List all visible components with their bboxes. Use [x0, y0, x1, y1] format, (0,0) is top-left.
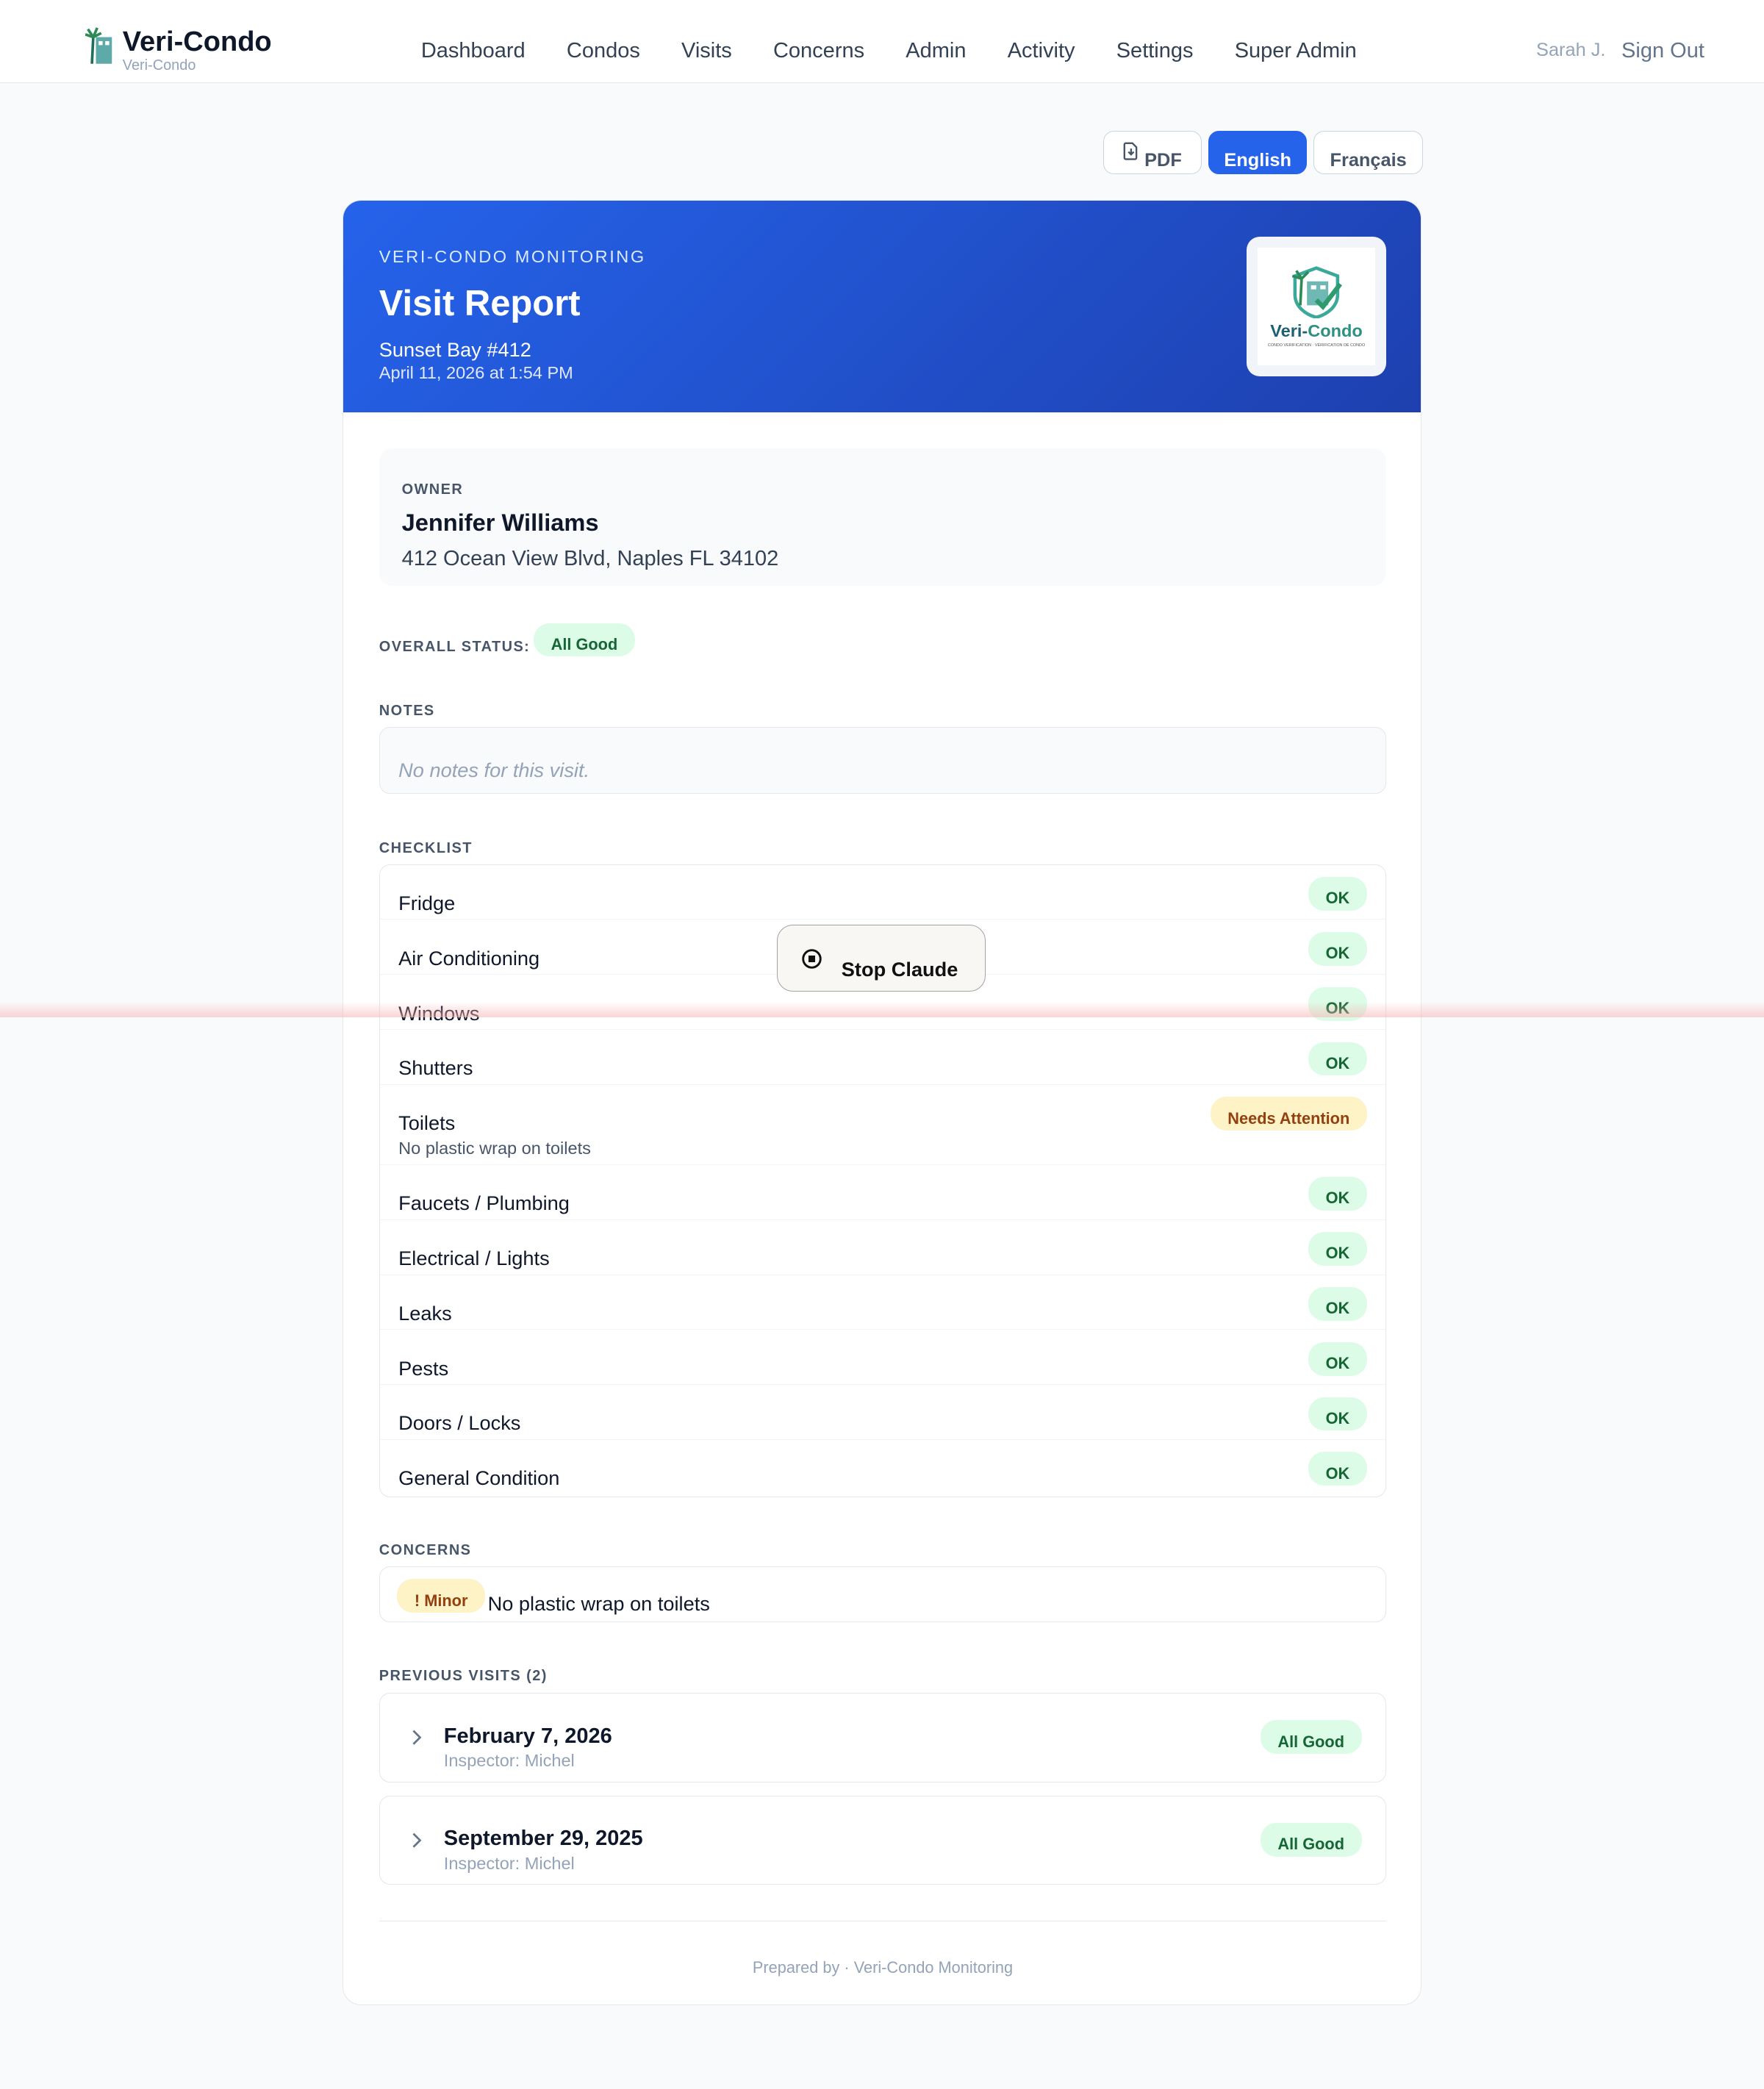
stop-icon [802, 949, 822, 969]
overall-status-label: OVERALL STATUS: [379, 639, 531, 656]
checklist-status-badge: OK [1308, 1341, 1367, 1376]
logo-tagline: CONDO VERIFICATION · VÉRIFICATION DE CON… [1267, 343, 1366, 348]
checklist-item: Fridge OK [379, 865, 1386, 920]
checklist-item: Shutters OK [379, 1030, 1386, 1086]
top-navbar: Veri-Condo Veri-Condo Dashboard Condos V… [0, 0, 1764, 84]
overall-status-badge: All Good [534, 623, 635, 657]
report-footer: Prepared by · Veri-Condo Monitoring [752, 1957, 1014, 1977]
visit-date: February 7, 2026 [443, 1724, 612, 1748]
brand[interactable]: Veri-Condo Veri-Condo [85, 26, 272, 74]
notes-text: No notes for this visit. [398, 758, 590, 781]
report-header: VERI-CONDO MONITORING Visit Report Sunse… [343, 200, 1421, 413]
checklist-status-badge: OK [1308, 1231, 1367, 1266]
chevron-right-icon[interactable] [409, 1728, 423, 1746]
nav-settings[interactable]: Settings [1116, 38, 1194, 62]
visit-date: September 29, 2025 [443, 1827, 643, 1851]
checklist-status-badge: OK [1308, 1397, 1367, 1431]
nav-condos[interactable]: Condos [566, 38, 640, 62]
checklist-status-badge: OK [1308, 1452, 1367, 1486]
notes-box: No notes for this visit. [379, 726, 1387, 794]
checklist-status-badge: Needs Attention [1210, 1097, 1367, 1131]
checklist-item-name: Shutters [398, 1056, 473, 1080]
logo-text: Veri-Condo [1270, 320, 1363, 340]
checklist-item: Doors / Locks OK [379, 1385, 1386, 1441]
checklist-item-name: Pests [398, 1356, 449, 1380]
visit-report-card: VERI-CONDO MONITORING Visit Report Sunse… [342, 199, 1422, 2006]
checklist-item-name: Doors / Locks [398, 1411, 521, 1435]
checklist-status-badge: OK [1308, 931, 1367, 966]
checklist-item: Pests OK [379, 1330, 1386, 1386]
checklist-item-name: General Condition [398, 1466, 560, 1490]
previous-visit-row[interactable]: September 29, 2025 Inspector: Michel All… [379, 1795, 1387, 1885]
language-english-button[interactable]: English [1208, 130, 1308, 175]
concern-text: No plastic wrap on toilets [487, 1592, 710, 1616]
logo-house-shield-icon [1291, 265, 1343, 319]
nav-activity[interactable]: Activity [1007, 38, 1075, 62]
stop-claude-label: Stop Claude [841, 957, 958, 981]
checklist-item-name: Faucets / Plumbing [398, 1192, 570, 1215]
stop-claude-button[interactable]: Stop Claude [776, 925, 986, 992]
checklist-item-name: Toilets [398, 1111, 456, 1135]
visit-inspector: Inspector: Michel [443, 1853, 575, 1873]
nav-admin[interactable]: Admin [906, 38, 967, 62]
checklist-status-badge: OK [1308, 1177, 1367, 1211]
nav-visits[interactable]: Visits [681, 38, 732, 62]
sign-out-link[interactable]: Sign Out [1621, 38, 1704, 62]
checklist-status-badge: OK [1308, 876, 1367, 911]
owner-label: OWNER [401, 481, 464, 498]
viewport-edge-glow [0, 1002, 1764, 1018]
concern-severity-badge: ! Minor [397, 1579, 485, 1613]
previous-visits-label: PREVIOUS VISITS (2) [379, 1667, 548, 1684]
nav-super-admin[interactable]: Super Admin [1234, 38, 1357, 62]
checklist-item-name: Air Conditioning [398, 946, 540, 970]
checklist-item: Leaks OK [379, 1275, 1386, 1330]
checklist-item-name: Leaks [398, 1301, 452, 1325]
language-french-button[interactable]: Français [1313, 130, 1423, 175]
nav-concerns[interactable]: Concerns [772, 38, 865, 62]
checklist-item-note: No plastic wrap on toilets [398, 1138, 591, 1158]
checklist-item: Toilets No plastic wrap on toilets Needs A… [379, 1085, 1386, 1165]
file-download-icon [1123, 142, 1138, 160]
owner-panel: OWNER Jennifer Williams 412 Ocean View B… [379, 448, 1387, 586]
app-subtitle: Veri-Condo [122, 57, 196, 74]
notes-label: NOTES [379, 703, 435, 720]
checklist-status-badge: OK [1308, 1042, 1367, 1076]
user-name: Sarah J. [1536, 40, 1606, 61]
logo-icon [85, 27, 112, 65]
pdf-label: PDF [1144, 149, 1182, 171]
checklist-item: General Condition OK [380, 1440, 1385, 1495]
concerns-label: CONCERNS [379, 1542, 472, 1559]
condo-name: Sunset Bay #412 [379, 337, 531, 361]
chevron-right-icon[interactable] [409, 1831, 423, 1849]
checklist-item-name: Fridge [398, 891, 456, 914]
visit-status-badge: All Good [1260, 1720, 1362, 1755]
checklist-status-badge: OK [1308, 1286, 1367, 1321]
pdf-button[interactable]: PDF [1102, 130, 1202, 175]
checklist-label: CHECKLIST [379, 839, 473, 856]
app-title: Veri-Condo [122, 26, 272, 58]
checklist-item: Faucets / Plumbing OK [379, 1165, 1386, 1220]
checklist-item-name: Electrical / Lights [398, 1246, 550, 1269]
visit-inspector: Inspector: Michel [443, 1751, 575, 1771]
checklist-item: Electrical / Lights OK [379, 1220, 1386, 1275]
visit-status-badge: All Good [1260, 1822, 1362, 1857]
report-title: Visit Report [379, 284, 581, 324]
visit-date: April 11, 2026 at 1:54 PM [379, 363, 573, 383]
previous-visit-row[interactable]: February 7, 2026 Inspector: Michel All G… [379, 1693, 1387, 1782]
report-kicker: VERI-CONDO MONITORING [379, 247, 646, 267]
owner-name: Jennifer Williams [401, 508, 599, 536]
main-nav: Dashboard Condos Visits Concerns Admin A… [421, 39, 1357, 63]
nav-dashboard[interactable]: Dashboard [420, 38, 526, 62]
concern-item: ! Minor No plastic wrap on toilets [379, 1566, 1387, 1623]
company-logo: Veri-Condo CONDO VERIFICATION · VÉRIFICA… [1246, 236, 1387, 377]
owner-address: 412 Ocean View Blvd, Naples FL 34102 [401, 547, 779, 571]
